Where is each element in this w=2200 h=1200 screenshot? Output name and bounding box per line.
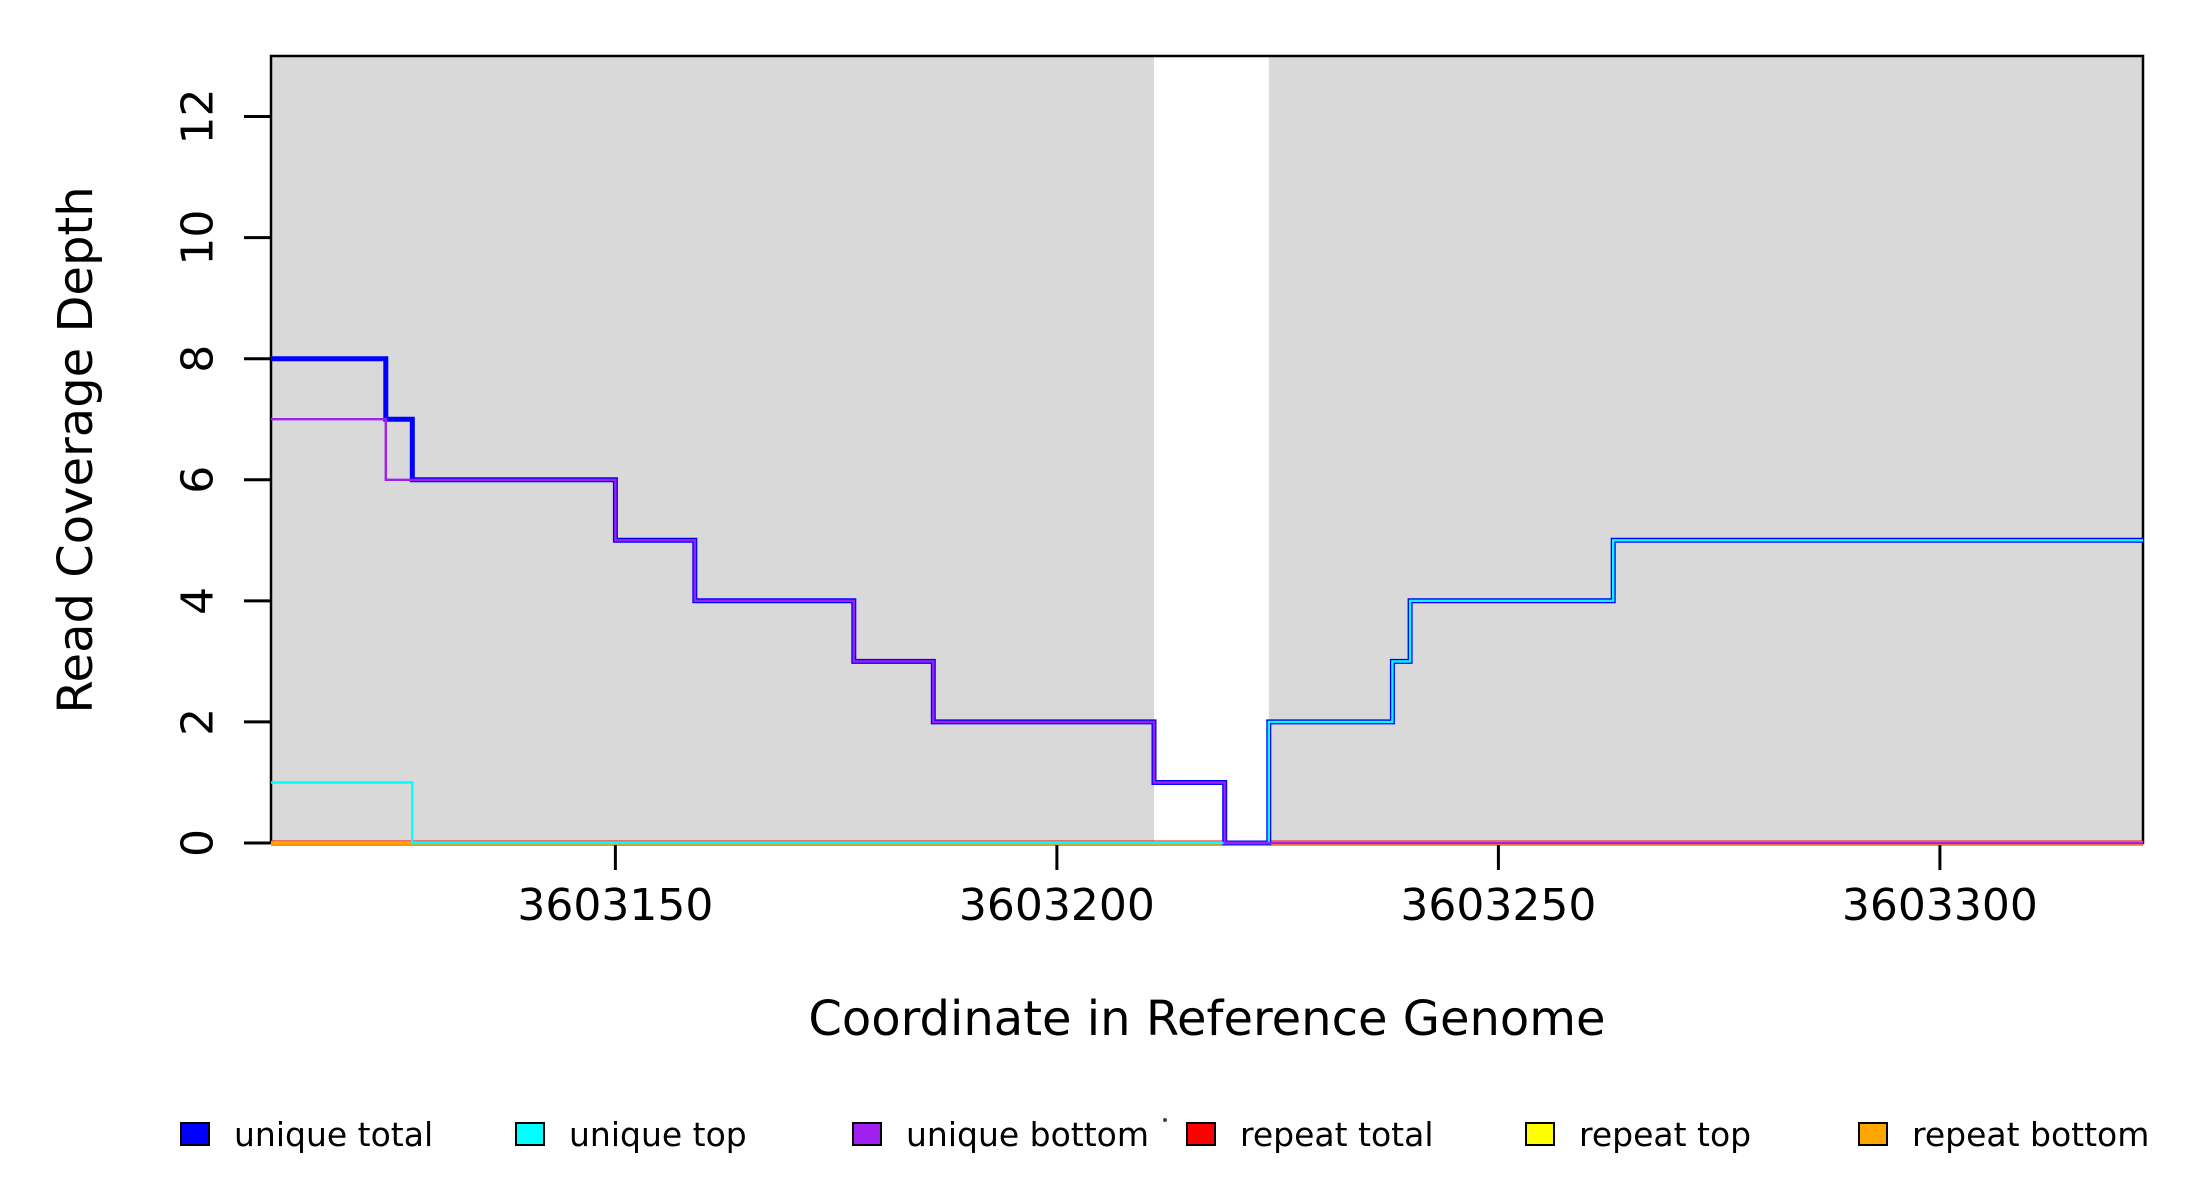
y-axis-title: Read Coverage Depth [48, 186, 104, 713]
x-tick-label: 3603200 [959, 880, 1155, 931]
stray-dot [1163, 1118, 1167, 1122]
series-lines [271, 356, 2143, 846]
series-line-unique-bottom [271, 418, 2143, 845]
y-axis-ticks: 0 2 4 6 8 10 12 [173, 89, 270, 857]
legend-item-unique-bottom: unique bottom [852, 1108, 1149, 1160]
legend-swatch-unique-total [180, 1122, 210, 1146]
legend-swatch-repeat-bottom [1858, 1122, 1888, 1146]
shaded-region [1268, 56, 2143, 843]
legend-label-repeat-total: repeat total [1240, 1114, 1434, 1154]
y-tick-label: 8 [173, 345, 224, 373]
legend-item-repeat-top: repeat top [1525, 1108, 1751, 1160]
y-tick-label: 2 [173, 708, 224, 736]
legend-swatch-unique-bottom [852, 1122, 882, 1146]
legend-item-unique-total: unique total [180, 1108, 433, 1160]
legend-label-unique-bottom: unique bottom [906, 1114, 1150, 1154]
x-axis-ticks: 3603150 3603200 3603250 3603300 [517, 844, 2038, 931]
y-tick-label: 12 [173, 89, 224, 145]
legend-swatch-repeat-top [1525, 1122, 1555, 1146]
x-tick-label: 3603300 [1842, 880, 2038, 931]
legend-label-unique-total: unique total [234, 1114, 434, 1154]
legend-label-repeat-bottom: repeat bottom [1912, 1114, 2150, 1154]
x-tick-label: 3603250 [1400, 880, 1596, 931]
y-tick-label: 10 [173, 210, 224, 266]
legend-swatch-unique-top [515, 1122, 545, 1146]
y-tick-label: 4 [173, 587, 224, 615]
x-tick-label: 3603150 [517, 880, 713, 931]
legend-swatch-repeat-total [1186, 1122, 1216, 1146]
y-tick-label: 6 [173, 466, 224, 494]
legend-label-unique-top: unique top [569, 1114, 747, 1154]
x-axis-title: Coordinate in Reference Genome [808, 991, 1605, 1047]
shaded-regions [271, 56, 2143, 843]
legend-label-repeat-top: repeat top [1579, 1114, 1752, 1154]
shaded-region [271, 56, 1155, 843]
series-line-unique-top [271, 539, 2143, 845]
legend-item-repeat-bottom: repeat bottom [1858, 1108, 2149, 1160]
legend-item-unique-top: unique top [515, 1108, 747, 1160]
legend-item-repeat-total: repeat total [1186, 1108, 1434, 1160]
y-tick-label: 0 [173, 829, 224, 857]
